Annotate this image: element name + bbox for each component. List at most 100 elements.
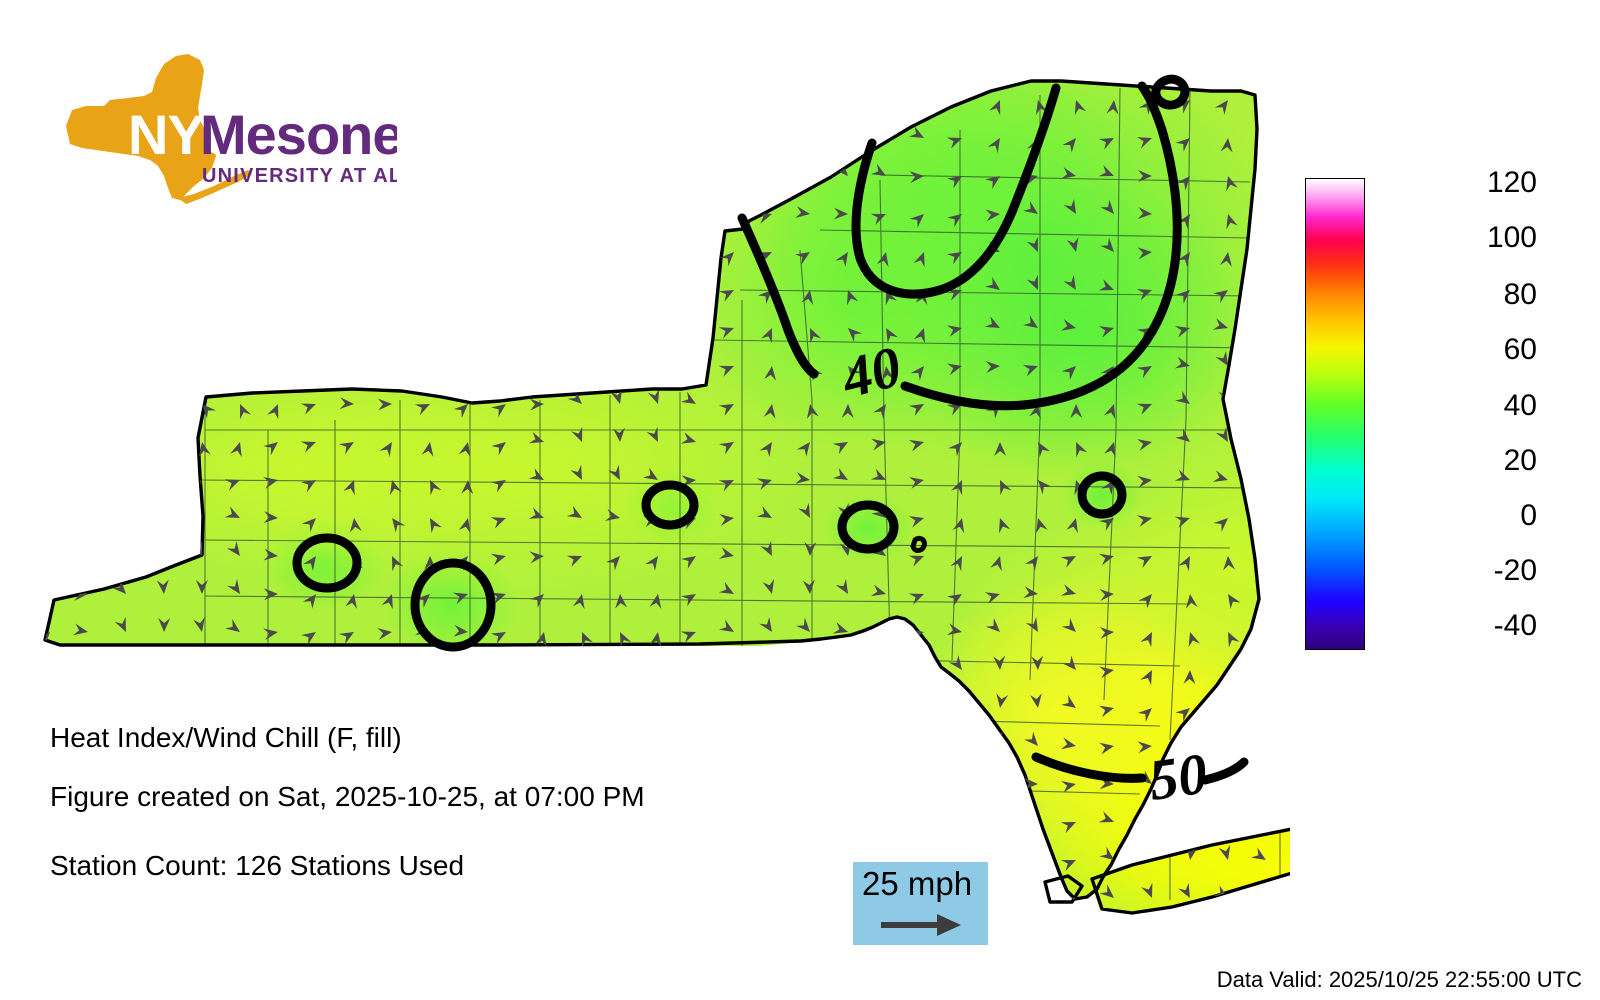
wind-arrow [908, 593, 924, 605]
wind-arrow [1187, 806, 1200, 822]
wind-arrow [1063, 274, 1076, 290]
wind-arrow [658, 176, 673, 191]
wind-arrow [950, 556, 962, 572]
wind-arrow [605, 925, 622, 941]
wind-arrow [649, 594, 662, 609]
wind-arrow [1027, 898, 1040, 914]
wind-arrow [946, 289, 962, 301]
wind-arrow [835, 578, 848, 594]
wind-arrow [416, 655, 430, 670]
wind-arrow [990, 556, 1002, 572]
weather-map[interactable]: 40 50 [0, 0, 1290, 960]
wind-arrow [453, 359, 468, 372]
wind-arrow [301, 898, 316, 912]
state-outline [43, 79, 1290, 915]
wind-arrow [985, 276, 1000, 290]
wind-arrow [263, 511, 278, 524]
wind-arrow [414, 404, 430, 416]
wind-arrow [870, 468, 886, 480]
wind-arrow [794, 886, 810, 898]
wind-arrow [528, 468, 544, 480]
wind-arrow [379, 442, 392, 458]
wind-arrow [1213, 732, 1228, 746]
wind-arrow [801, 290, 814, 305]
wind-arrow [376, 214, 392, 227]
wind-arrow [1137, 924, 1155, 941]
wind-arrow [610, 844, 622, 860]
wind-arrow [871, 780, 886, 793]
wind-arrow [947, 325, 962, 337]
wind-arrow [760, 540, 772, 556]
wind-arrow [45, 90, 50, 102]
wind-arrow [680, 743, 696, 756]
wind-arrow [490, 241, 506, 253]
wind-arrow [1137, 207, 1152, 220]
wind-arrow [1213, 518, 1228, 532]
wind-arrow [795, 666, 810, 679]
wind-arrow [946, 363, 962, 376]
wind-arrow [948, 655, 962, 670]
wind-arrow [1251, 313, 1266, 328]
wind-arrow [909, 662, 924, 675]
wind-arrow [123, 822, 135, 837]
wind-arrow [1070, 404, 1083, 419]
wind-arrow [1218, 844, 1231, 860]
wind-arrow [1175, 708, 1190, 722]
wind-arrow [224, 89, 240, 101]
wind-arrow [301, 694, 316, 708]
map-graphic[interactable]: 40 50 [0, 0, 1290, 960]
contour-lines [292, 74, 1249, 785]
wind-arrow [798, 708, 810, 724]
wind-arrow [1137, 169, 1152, 182]
wind-arrow [567, 359, 582, 372]
wind-arrow [263, 548, 278, 561]
wind-arrow [1259, 632, 1272, 647]
wind-arrow [722, 100, 734, 116]
wind-arrow [339, 100, 354, 114]
wind-arrow [1176, 176, 1190, 191]
wind-arrow [834, 85, 848, 100]
wind-arrow [491, 404, 506, 418]
wind-arrow [984, 316, 1000, 328]
wind-arrow [725, 784, 738, 799]
wind-arrow [1099, 626, 1114, 639]
wind-arrow [490, 811, 506, 823]
wind-arrow [1025, 556, 1038, 571]
wind-arrow [643, 739, 658, 752]
wind-arrow [452, 660, 468, 673]
wind-arrow [45, 360, 50, 373]
wind-arrow [390, 480, 402, 496]
wind-arrow [1175, 138, 1190, 152]
wind-arrow [871, 504, 886, 518]
wind-arrow [224, 822, 240, 835]
wind-arrow [1098, 553, 1114, 566]
wind-arrow [301, 328, 316, 342]
wind-arrow [910, 366, 924, 381]
wind-arrow [1137, 515, 1152, 527]
wind-arrow [768, 822, 781, 837]
wind-arrow [163, 404, 175, 420]
wind-arrow [795, 206, 810, 218]
wind-arrow [870, 163, 886, 176]
wind-arrow [807, 746, 819, 761]
wind-arrow [756, 138, 772, 151]
wind-arrow [1098, 165, 1114, 177]
wind-arrow [795, 472, 810, 484]
wind-arrow [539, 670, 552, 685]
wind-arrow [418, 692, 430, 708]
wind-arrow [796, 442, 810, 457]
wind-arrow [1098, 705, 1114, 718]
wind-arrow [73, 362, 88, 375]
wind-arrow [719, 252, 734, 267]
wind-arrow [45, 509, 50, 521]
wind-arrow [873, 404, 886, 419]
wind-arrow [263, 628, 278, 641]
wind-arrow [1136, 288, 1152, 301]
logo-graphic: NYS Mesonet UNIVERSITY AT ALBANY [66, 54, 397, 204]
wind-arrow [1099, 846, 1114, 860]
wind-arrow [453, 739, 468, 752]
wind-arrow [839, 746, 851, 761]
wind-arrow [453, 924, 471, 941]
wind-arrow [874, 84, 886, 100]
wind-arrow [1101, 480, 1114, 496]
